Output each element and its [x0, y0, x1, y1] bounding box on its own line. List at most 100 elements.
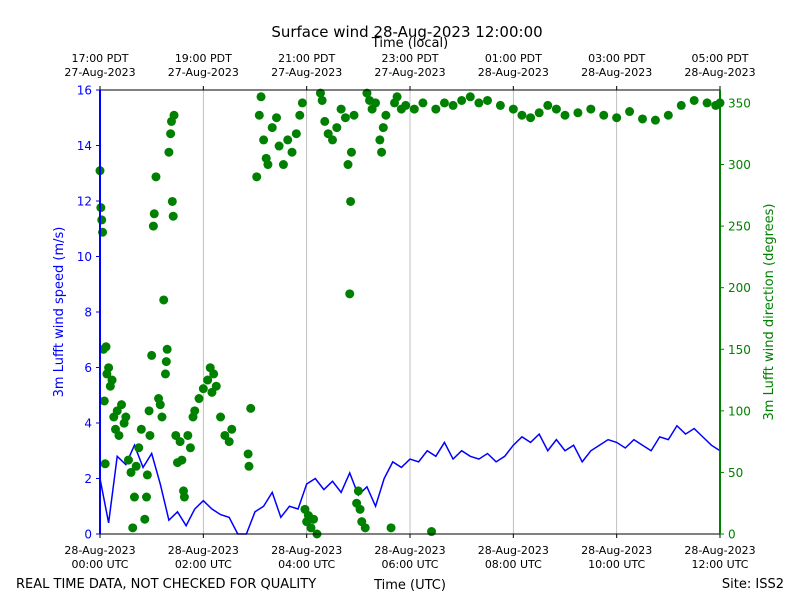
direction-point	[167, 196, 177, 206]
y2-tick-label: 350	[728, 96, 751, 110]
direction-point	[362, 88, 372, 98]
direction-point	[474, 98, 484, 108]
direction-point	[224, 437, 234, 447]
x2-tick-label: 21:00 PDT 27-Aug-2023	[271, 52, 342, 79]
direction-point	[169, 110, 179, 120]
direction-point	[457, 95, 467, 105]
y2-tick-label: 200	[728, 281, 751, 295]
x2-tick-label: 19:00 PDT 27-Aug-2023	[168, 52, 239, 79]
direction-point	[663, 110, 673, 120]
direction-point	[431, 104, 441, 114]
direction-point	[227, 424, 237, 434]
x-tick-label: 28-Aug-2023 02:00 UTC	[168, 544, 239, 571]
y-axis-label: 3m Lufft wind speed (m/s)	[52, 227, 67, 398]
speed-line	[99, 424, 721, 535]
direction-point	[508, 104, 518, 114]
direction-point	[209, 369, 219, 379]
y2-tick-label: 50	[728, 466, 743, 480]
direction-point	[332, 123, 342, 133]
direction-point	[151, 172, 161, 182]
y-tick-label: 2	[84, 472, 92, 486]
direction-point	[162, 344, 172, 354]
y-tick-label: 12	[77, 195, 92, 209]
direction-point	[274, 141, 284, 151]
site-label: Site: ISS2	[722, 577, 784, 592]
direction-point	[259, 135, 269, 145]
direction-point	[183, 430, 193, 440]
direction-point	[157, 412, 167, 422]
direction-point	[638, 114, 647, 124]
direction-point	[375, 135, 385, 145]
direction-point	[100, 459, 110, 469]
x2-tick-label: 05:00 PDT 28-Aug-2023	[684, 52, 755, 79]
direction-point	[317, 95, 327, 105]
direction-point	[439, 98, 449, 108]
direction-point	[194, 394, 204, 404]
direction-point	[246, 403, 256, 413]
x2-tick-label: 01:00 PDT 28-Aug-2023	[478, 52, 549, 79]
direction-point	[145, 430, 155, 440]
direction-point	[612, 113, 622, 123]
direction-point	[140, 514, 150, 524]
direction-point	[676, 100, 686, 110]
direction-point	[427, 527, 437, 537]
direction-point	[190, 406, 200, 416]
direction-point	[104, 363, 114, 373]
chart-title: Surface wind 28-Aug-2023 12:00:00	[271, 23, 542, 41]
direction-point	[336, 104, 346, 114]
y2-tick-label: 300	[728, 158, 751, 172]
y2-tick-label: 0	[728, 528, 736, 542]
direction-point	[465, 92, 475, 102]
direction-point	[287, 147, 297, 157]
direction-point	[495, 100, 505, 110]
direction-point	[263, 160, 273, 170]
direction-point	[599, 110, 609, 120]
y-tick-label: 4	[84, 417, 92, 431]
direction-point	[159, 295, 169, 305]
y2-tick-label: 150	[728, 343, 751, 357]
direction-point	[175, 437, 185, 447]
direction-point	[101, 342, 111, 352]
direction-point	[144, 406, 154, 416]
x2-axis-label: Time (local)	[371, 36, 448, 51]
direction-point	[107, 375, 117, 385]
direction-point	[161, 357, 171, 367]
direction-point	[179, 492, 189, 502]
y2-axis-label: 3m Lufft wind direction (degrees)	[762, 204, 777, 421]
direction-point	[340, 113, 350, 123]
y-tick-label: 10	[77, 250, 92, 264]
x-tick-label: 28-Aug-2023 00:00 UTC	[64, 544, 135, 571]
y-tick-label: 8	[84, 306, 92, 320]
x2-tick-label: 17:00 PDT 27-Aug-2023	[64, 52, 135, 79]
direction-point	[560, 110, 570, 120]
x-tick-label: 28-Aug-2023 04:00 UTC	[271, 544, 342, 571]
direction-point	[328, 135, 337, 145]
direction-point	[650, 115, 660, 125]
x-tick-label: 28-Aug-2023 08:00 UTC	[478, 544, 549, 571]
direction-point	[243, 449, 253, 459]
direction-point	[378, 123, 388, 133]
direction-point	[377, 147, 387, 157]
direction-point	[149, 209, 159, 219]
x2-tick-label: 03:00 PDT 28-Aug-2023	[581, 52, 652, 79]
direction-point	[148, 221, 158, 231]
direction-point	[534, 108, 544, 118]
direction-point	[128, 523, 138, 533]
direction-point	[252, 172, 262, 182]
x-tick-label: 28-Aug-2023 06:00 UTC	[374, 544, 445, 571]
direction-point	[142, 470, 152, 480]
direction-point	[123, 455, 133, 465]
direction-point	[283, 135, 293, 145]
direction-point	[526, 113, 536, 123]
direction-point	[345, 289, 355, 299]
direction-point	[702, 98, 712, 108]
direction-point	[381, 110, 391, 120]
direction-point	[343, 160, 353, 170]
direction-point	[517, 110, 527, 120]
direction-point	[278, 160, 288, 170]
direction-point	[573, 108, 583, 118]
direction-point	[244, 461, 254, 471]
y-tick-label: 14	[77, 139, 92, 153]
direction-point	[134, 443, 144, 453]
direction-point	[198, 384, 208, 394]
